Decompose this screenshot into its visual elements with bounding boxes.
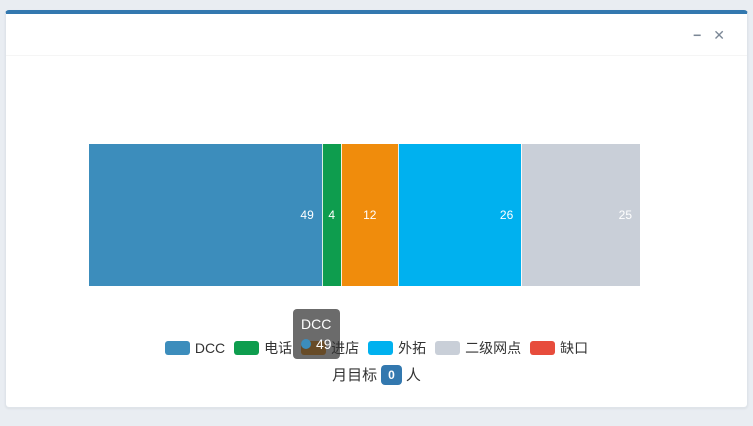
legend-swatch-icon bbox=[234, 341, 260, 355]
legend-label: 缺口 bbox=[560, 340, 589, 356]
chart-modal: − ✕ 49 4 12 26 25 DCC 49 DCC 电话 进店 外拓 二级网点 缺口 月目标… bbox=[5, 10, 748, 408]
bar-segment-DCC[interactable]: 49 bbox=[89, 144, 322, 286]
bar-value-label: 49 bbox=[300, 208, 314, 222]
legend-swatch-icon bbox=[435, 341, 461, 355]
modal-header: − ✕ bbox=[6, 14, 747, 56]
tooltip-value-row: 49 bbox=[301, 334, 332, 354]
legend-label: 外拓 bbox=[398, 340, 427, 356]
bar-value-label: 26 bbox=[499, 208, 514, 222]
bar-value-label: 12 bbox=[363, 208, 377, 222]
bar-segment-二级网点[interactable]: 25 bbox=[521, 144, 640, 286]
bar-segment-外拓[interactable]: 26 bbox=[397, 144, 522, 286]
legend-item-DCC[interactable]: DCC bbox=[164, 340, 226, 356]
target-prefix-label: 月目标 bbox=[332, 367, 378, 384]
legend-label: 电话 bbox=[264, 340, 293, 356]
target-row: 月目标 0 人 bbox=[6, 364, 747, 385]
legend-swatch-icon bbox=[530, 341, 556, 355]
legend-item-二级网点[interactable]: 二级网点 bbox=[435, 338, 521, 358]
bar-segment-进店[interactable]: 12 bbox=[340, 144, 398, 286]
series-marker-icon bbox=[301, 339, 311, 349]
chart-area: 49 4 12 26 25 DCC 49 DCC 电话 进店 外拓 二级网点 缺口 月目标 0 人 bbox=[6, 56, 747, 408]
legend-swatch-icon bbox=[164, 341, 190, 355]
legend-label: 二级网点 bbox=[465, 340, 522, 356]
chart-legend: DCC 电话 进店 外拓 二级网点 缺口 bbox=[6, 338, 747, 358]
stacked-bar: 49 4 12 26 25 bbox=[89, 144, 640, 286]
target-suffix-label: 人 bbox=[405, 367, 421, 384]
legend-swatch-icon bbox=[368, 341, 394, 355]
bar-segment-电话[interactable]: 4 bbox=[321, 144, 341, 286]
target-value-badge[interactable]: 0 bbox=[381, 364, 402, 385]
chart-tooltip: DCC 49 bbox=[293, 309, 340, 359]
legend-item-电话[interactable]: 电话 bbox=[234, 338, 292, 358]
window-controls: − ✕ bbox=[693, 28, 725, 42]
minimize-icon[interactable]: − bbox=[693, 27, 702, 43]
bar-value-label: 25 bbox=[618, 208, 632, 222]
legend-item-缺口[interactable]: 缺口 bbox=[530, 338, 588, 358]
tooltip-value: 49 bbox=[316, 336, 332, 352]
bar-value-label: 4 bbox=[328, 208, 336, 222]
legend-label: DCC bbox=[194, 340, 226, 356]
close-icon[interactable]: ✕ bbox=[713, 27, 725, 43]
tooltip-title: DCC bbox=[301, 316, 332, 332]
legend-item-外拓[interactable]: 外拓 bbox=[368, 338, 426, 358]
